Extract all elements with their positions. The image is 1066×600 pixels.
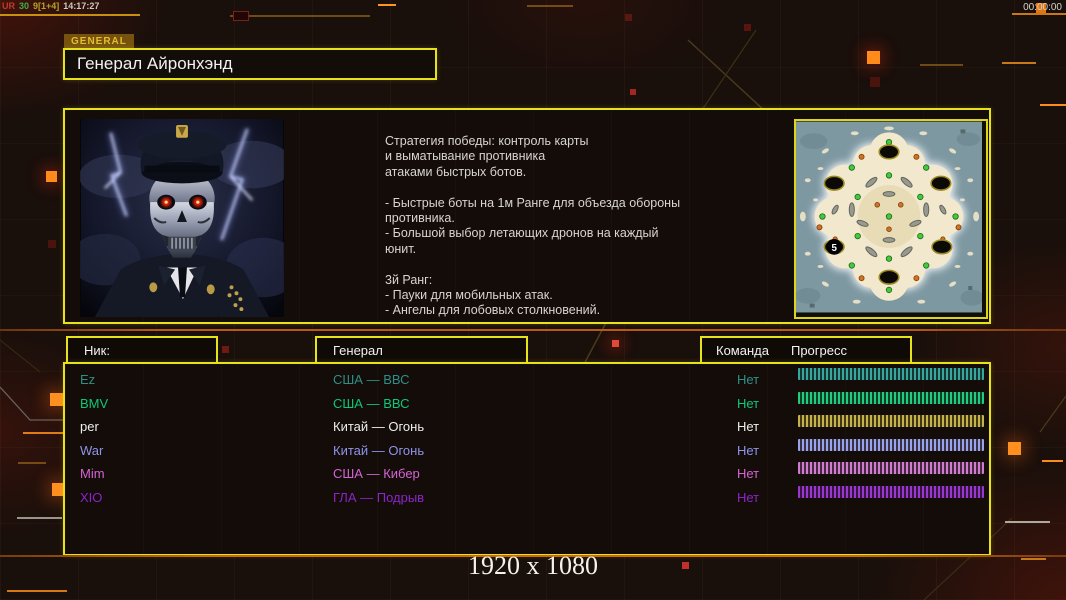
decor-line	[18, 462, 46, 464]
player-nick: per	[80, 419, 99, 435]
decor-line	[23, 432, 63, 434]
player-team: Нет	[737, 419, 760, 435]
header-general-label: Генерал	[333, 343, 383, 358]
decor-square	[867, 51, 880, 64]
header-team-progress-box: Команда Прогресс	[700, 336, 912, 365]
strategy-description: Стратегия победы: контроль карты и выматы…	[385, 134, 681, 318]
decor-line	[1002, 62, 1036, 64]
decor-square	[682, 562, 689, 569]
player-general: США — Кибер	[333, 466, 420, 482]
player-row[interactable]: per Китай — Огонь Нет	[65, 415, 989, 439]
header-team-label: Команда	[716, 343, 769, 358]
player-roster-panel: Ez США — ВВС Нет BMV США — ВВС Нет per К…	[63, 362, 991, 556]
player-row[interactable]: XIO ГЛА — Подрыв Нет	[65, 485, 989, 510]
header-general-box: Генерал	[315, 336, 528, 365]
tab-general[interactable]: GENERAL	[64, 34, 134, 48]
decor-square	[46, 171, 57, 182]
player-progress-bar	[798, 391, 984, 404]
general-title-box: Генерал Айронхэнд	[63, 48, 437, 80]
player-nick: BMV	[80, 395, 109, 411]
decor-line	[1012, 13, 1066, 15]
player-row[interactable]: Mim США — Кибер Нет	[65, 462, 989, 486]
decor-line	[1021, 558, 1046, 560]
game-clock: 00:00:00	[1023, 2, 1062, 13]
decor-square	[612, 340, 619, 347]
resolution-label: 1920 x 1080	[468, 551, 598, 580]
decor-line	[7, 590, 67, 592]
decor-line	[920, 64, 963, 66]
player-row[interactable]: War Китай — Огонь Нет	[65, 438, 989, 463]
map-start-position-label: 5	[831, 243, 837, 254]
map-preview[interactable]: 5	[794, 119, 988, 319]
overlay-fps: 30	[19, 1, 30, 11]
player-progress-bar	[798, 485, 984, 498]
map-preview-image: 5	[795, 121, 984, 313]
decor-square	[50, 393, 63, 406]
decor-line	[17, 517, 62, 519]
player-roster-rows: Ez США — ВВС Нет BMV США — ВВС Нет per К…	[65, 368, 989, 510]
decor-square	[233, 11, 249, 21]
player-row[interactable]: BMV США — ВВС Нет	[65, 391, 989, 416]
decor-line	[378, 4, 396, 6]
header-nick-box: Ник:	[66, 336, 218, 365]
footer-divider-line	[0, 555, 1066, 557]
player-general: США — ВВС	[333, 395, 410, 411]
player-team: Нет	[737, 395, 760, 411]
header-progress-label: Прогресс	[790, 343, 847, 358]
player-nick: War	[80, 442, 104, 458]
header-nick-label: Ник:	[84, 343, 110, 358]
decor-line	[1042, 460, 1063, 462]
decor-line	[1005, 521, 1050, 523]
player-general: Китай — Огонь	[333, 442, 425, 458]
decor-square	[630, 89, 636, 95]
player-team: Нет	[737, 372, 760, 387]
decor-square	[1036, 3, 1046, 13]
decor-square	[52, 483, 65, 496]
player-row[interactable]: Ez США — ВВС Нет	[65, 368, 989, 392]
player-general: ГЛА — Подрыв	[333, 489, 425, 505]
section-divider-line	[0, 329, 1066, 331]
player-progress-bar	[798, 438, 984, 451]
player-team: Нет	[737, 466, 760, 482]
map-start-position-marker	[826, 239, 843, 255]
player-nick: XIO	[80, 489, 103, 505]
general-name: Генерал Айронхэнд	[77, 54, 233, 73]
decor-square	[870, 77, 880, 87]
overlay-counters: 9[1+4]	[33, 1, 60, 11]
player-progress-bar	[798, 415, 984, 428]
decor-square	[222, 346, 229, 353]
overlay-time: 14:17:27	[63, 1, 100, 11]
decor-line	[527, 5, 573, 7]
performance-overlay: UR 30 9[1+4] 14:17:27	[2, 1, 103, 11]
player-general: Китай — Огонь	[333, 419, 425, 435]
decor-square	[744, 24, 751, 31]
player-progress-bar	[798, 368, 984, 380]
player-team: Нет	[737, 489, 760, 505]
decor-line	[230, 15, 370, 17]
player-team: Нет	[737, 442, 760, 458]
player-general: США — ВВС	[333, 372, 410, 387]
general-portrait	[80, 119, 284, 317]
player-nick: Ez	[80, 372, 96, 387]
decor-square	[1008, 442, 1021, 455]
player-progress-bar	[798, 462, 984, 475]
overlay-tag: UR	[2, 1, 15, 11]
decor-square	[48, 240, 56, 248]
general-info-panel: Стратегия победы: контроль карты и выматы…	[63, 108, 991, 324]
decor-square	[625, 14, 632, 21]
decor-line	[1040, 104, 1066, 106]
player-nick: Mim	[80, 466, 105, 482]
decor-line	[0, 14, 140, 16]
